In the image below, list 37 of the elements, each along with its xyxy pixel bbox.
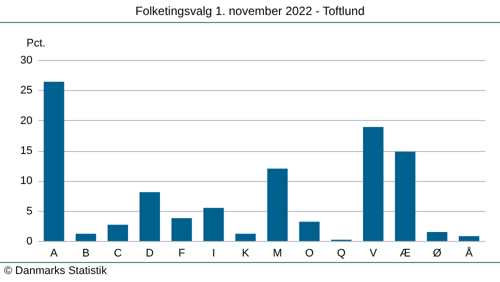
bar	[140, 192, 160, 241]
x-tick-label: Ø	[432, 248, 442, 260]
bar	[299, 222, 320, 241]
bar	[171, 218, 192, 241]
x-tick-label: M	[272, 248, 282, 260]
x-tick-label: Å	[465, 246, 474, 260]
y-tick-label: 5	[26, 205, 32, 218]
x-tick-label: D	[146, 248, 154, 260]
text: © Danmarks Statistik	[4, 265, 107, 277]
bar	[394, 152, 416, 241]
y-axis-title: Pct.	[26, 38, 46, 50]
x-tick-label: O	[305, 248, 314, 260]
y-tick-label: 15	[20, 145, 32, 157]
x-tick-label: B	[82, 248, 90, 260]
x-tick-label: A	[50, 248, 58, 260]
bar	[108, 224, 128, 241]
x-tick-label: I	[212, 248, 216, 260]
bar	[235, 234, 256, 241]
chart-title: Folketingsvalg 1. november 2022 - Toftlund	[134, 4, 366, 18]
y-tick-label: 25	[20, 84, 32, 97]
x-tick-label: V	[370, 248, 378, 260]
y-tick-label: 20	[20, 114, 32, 127]
bar	[458, 236, 480, 241]
y-tick-label: 10	[20, 175, 32, 188]
x-tick-label: Q	[337, 248, 346, 260]
bar	[76, 234, 96, 241]
bar	[44, 82, 64, 241]
x-tick-label: Æ	[400, 248, 411, 260]
bar	[203, 208, 224, 241]
x-tick-label: F	[178, 248, 186, 260]
y-tick-label: 0	[26, 236, 32, 248]
x-tick-label: K	[242, 248, 250, 260]
bar	[267, 168, 288, 241]
bar	[363, 126, 384, 241]
y-tick-label: 30	[20, 54, 32, 66]
x-tick-label: C	[114, 248, 122, 260]
bar	[426, 232, 448, 241]
